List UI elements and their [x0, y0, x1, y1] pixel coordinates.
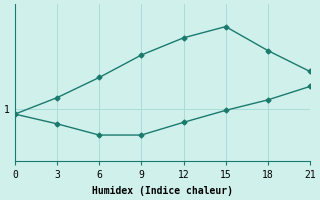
- X-axis label: Humidex (Indice chaleur): Humidex (Indice chaleur): [92, 186, 233, 196]
